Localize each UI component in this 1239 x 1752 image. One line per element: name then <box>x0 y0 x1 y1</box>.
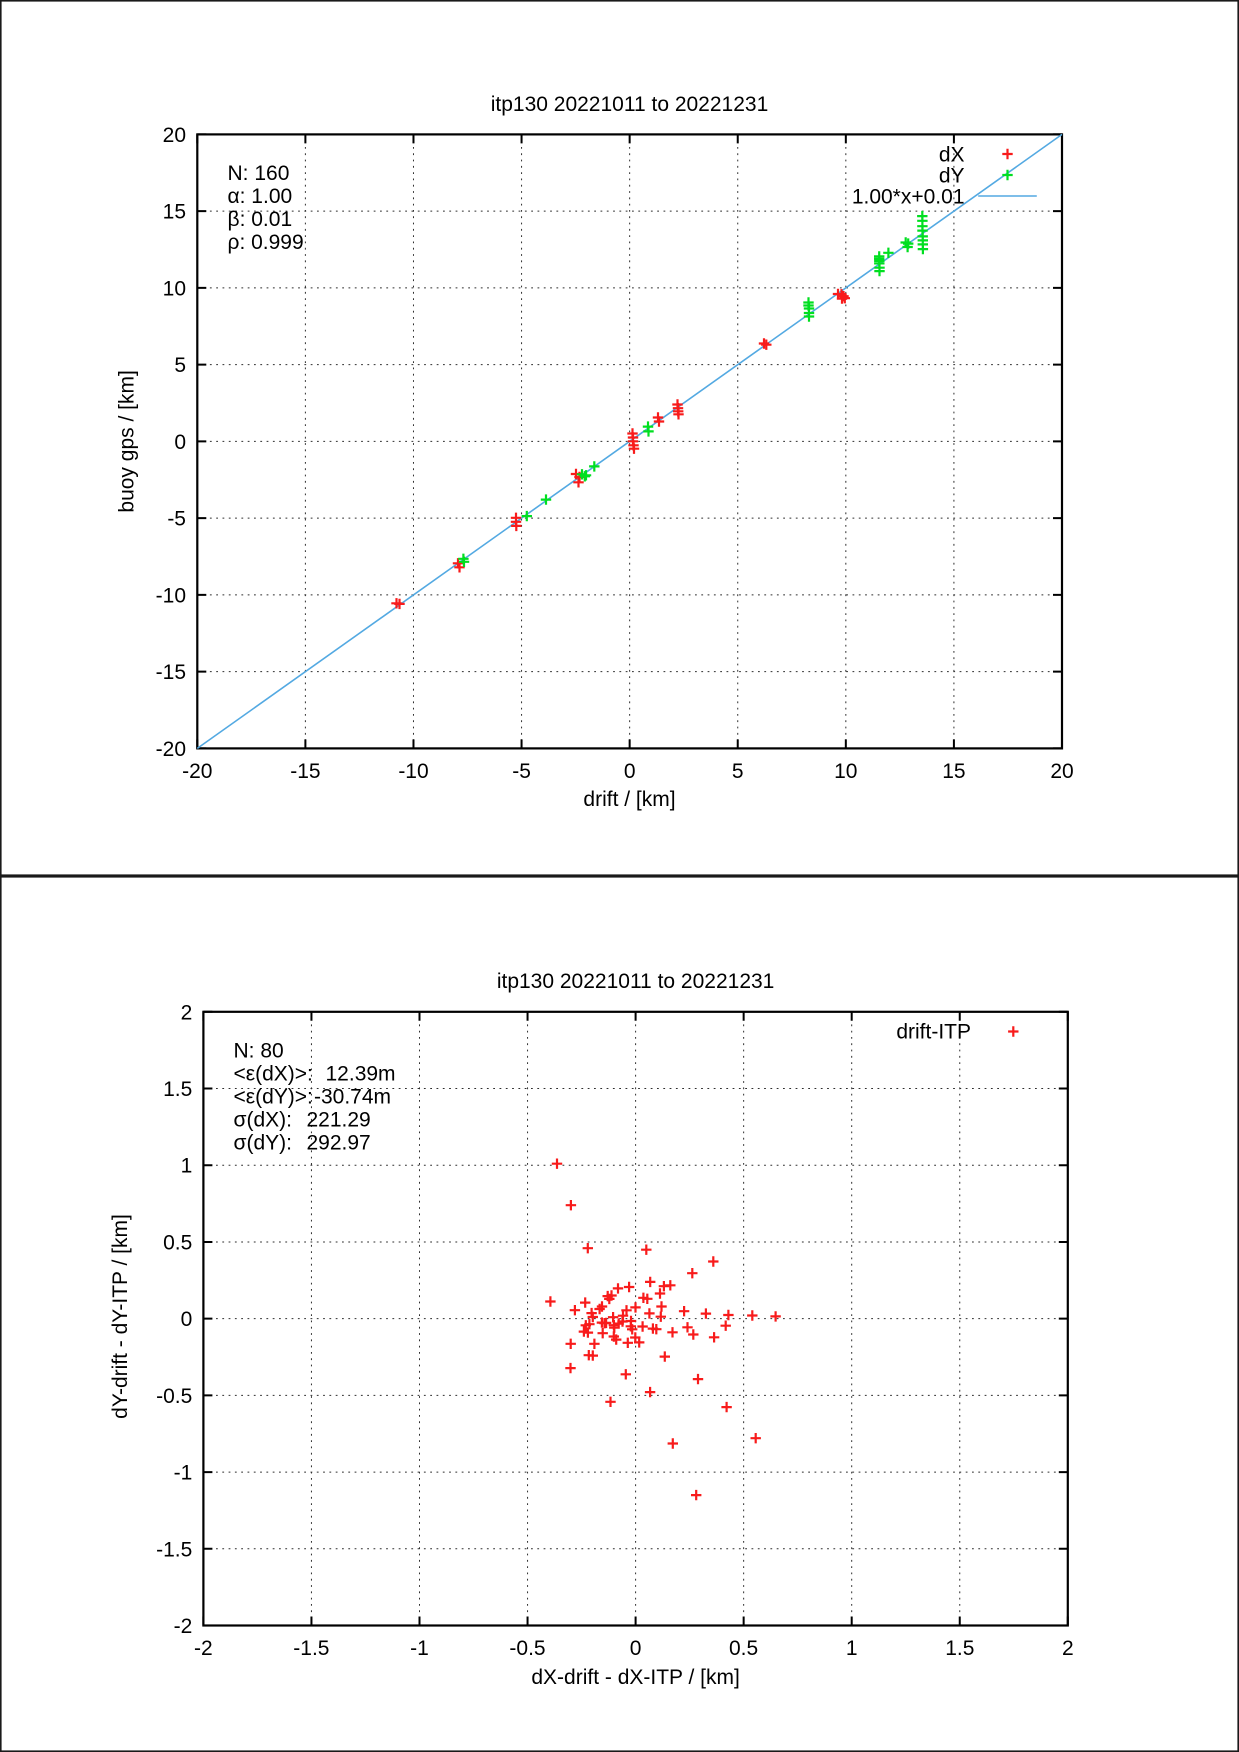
svg-text:0: 0 <box>630 1637 642 1660</box>
svg-text:1.5: 1.5 <box>945 1637 974 1660</box>
svg-text:0.5: 0.5 <box>729 1637 758 1660</box>
svg-text:10: 10 <box>163 277 186 300</box>
svg-text:itp130 20221011 to 20221231: itp130 20221011 to 20221231 <box>497 970 775 993</box>
svg-text:β: 0.01: β: 0.01 <box>228 208 293 231</box>
svg-text:-30.74m: -30.74m <box>314 1086 391 1109</box>
svg-text:-15: -15 <box>156 661 186 684</box>
svg-text:-20: -20 <box>156 738 186 761</box>
svg-text:N: 160: N: 160 <box>228 162 290 185</box>
svg-text:drift / [km]: drift / [km] <box>583 788 675 811</box>
svg-text:ρ: 0.999: ρ: 0.999 <box>228 231 304 254</box>
svg-text:<ε(dX)>:: <ε(dX)>: <box>234 1063 313 1086</box>
svg-text:1: 1 <box>181 1155 193 1178</box>
svg-text:-1: -1 <box>410 1637 429 1660</box>
svg-text:dX-drift - dX-ITP / [km]: dX-drift - dX-ITP / [km] <box>531 1666 739 1689</box>
svg-text:-0.5: -0.5 <box>156 1385 192 1408</box>
svg-text:2: 2 <box>1062 1637 1074 1660</box>
svg-text:-5: -5 <box>512 760 531 783</box>
svg-text:20: 20 <box>1050 760 1073 783</box>
svg-text:dX: dX <box>939 144 965 167</box>
svg-text:15: 15 <box>942 760 965 783</box>
svg-text:20: 20 <box>163 124 186 147</box>
svg-text:-1.5: -1.5 <box>156 1538 192 1561</box>
svg-text:15: 15 <box>163 201 186 224</box>
svg-text:itp130 20221011 to 20221231: itp130 20221011 to 20221231 <box>491 93 769 116</box>
svg-text:<ε(dY)>:: <ε(dY)>: <box>234 1086 313 1109</box>
svg-text:buoy gps / [km]: buoy gps / [km] <box>116 370 139 512</box>
svg-text:-10: -10 <box>398 760 428 783</box>
svg-text:292.97: 292.97 <box>307 1132 371 1155</box>
svg-text:-2: -2 <box>174 1615 193 1638</box>
svg-text:dY-drift - dY-ITP / [km]: dY-drift - dY-ITP / [km] <box>109 1214 132 1419</box>
svg-text:σ(dX):: σ(dX): <box>234 1109 292 1132</box>
svg-text:-15: -15 <box>290 760 320 783</box>
svg-text:-2: -2 <box>194 1637 213 1660</box>
svg-text:1.5: 1.5 <box>163 1078 192 1101</box>
svg-text:0: 0 <box>624 760 636 783</box>
svg-text:-20: -20 <box>182 760 212 783</box>
svg-text:1: 1 <box>846 1637 858 1660</box>
svg-text:5: 5 <box>732 760 744 783</box>
svg-text:2: 2 <box>181 1001 193 1024</box>
svg-text:dY: dY <box>939 165 965 188</box>
svg-text:0: 0 <box>174 431 186 454</box>
svg-text:N: 80: N: 80 <box>234 1040 284 1063</box>
svg-text:0: 0 <box>181 1308 193 1331</box>
svg-text:0.5: 0.5 <box>163 1231 192 1254</box>
svg-text:drift-ITP: drift-ITP <box>896 1021 971 1044</box>
svg-text:10: 10 <box>834 760 857 783</box>
svg-text:α: 1.00: α: 1.00 <box>228 185 293 208</box>
svg-text:-1: -1 <box>174 1462 193 1485</box>
svg-text:σ(dY):: σ(dY): <box>234 1132 292 1155</box>
svg-text:-10: -10 <box>156 584 186 607</box>
svg-text:221.29: 221.29 <box>307 1109 371 1132</box>
svg-text:1.00*x+0.01: 1.00*x+0.01 <box>852 186 965 209</box>
svg-text:-1.5: -1.5 <box>293 1637 329 1660</box>
svg-text:5: 5 <box>174 354 186 377</box>
svg-text:-5: -5 <box>167 508 186 531</box>
svg-text:-0.5: -0.5 <box>509 1637 545 1660</box>
svg-text:12.39m: 12.39m <box>326 1063 396 1086</box>
